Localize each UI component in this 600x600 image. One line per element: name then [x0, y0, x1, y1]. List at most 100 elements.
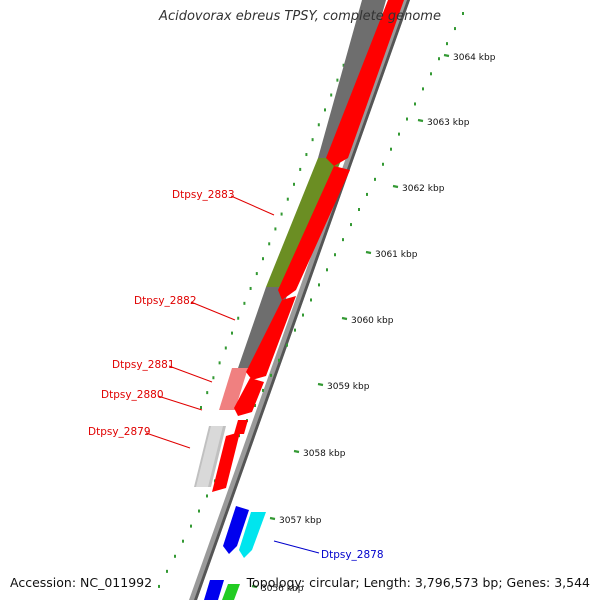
scale-tick-label: 3059 kbp [327, 382, 370, 392]
inner-track-dot [262, 257, 264, 261]
olive-feature[interactable] [266, 158, 342, 287]
scale-tick [443, 53, 450, 58]
scale-tick [417, 118, 424, 123]
accession-text: Accession: NC_011992 [10, 575, 153, 590]
gene-red-top[interactable] [326, 0, 404, 166]
inner-track-dot [206, 391, 209, 395]
inner-track-dot [224, 346, 227, 350]
outer-track-dot [342, 238, 344, 242]
outer-track-dot [326, 268, 328, 272]
outer-track-dot [278, 358, 280, 362]
outer-track-dot [398, 132, 400, 136]
outer-track-dot [374, 177, 376, 181]
gene-red-2879[interactable] [212, 432, 240, 492]
outer-track-dot [422, 87, 424, 91]
inner-track-dot [255, 272, 258, 276]
gene-red-2881[interactable] [234, 378, 264, 416]
outer-track-dot [462, 12, 464, 15]
inner-track-dot [293, 182, 295, 186]
scale-tick-label: 3063 kbp [427, 118, 470, 128]
scale-tick [365, 250, 372, 255]
inner-track-dot [317, 123, 320, 127]
inner-dot-track [200, 34, 357, 409]
gene-label[interactable]: Dtpsy_2878 [321, 549, 384, 561]
outer-track-dot [310, 298, 312, 302]
inner-track-dot [274, 227, 277, 231]
gray-feature-middle[interactable] [238, 287, 290, 368]
light-gray-feature-highlight [196, 426, 223, 487]
inner-track-dot [342, 63, 345, 67]
outer-track-dot [302, 313, 304, 317]
gene-label[interactable]: Dtpsy_2881 [112, 359, 175, 371]
inner-track-dot [231, 331, 233, 335]
outer-track-dot [182, 539, 184, 543]
inner-track-dot [299, 167, 302, 171]
gene-cyan-2878[interactable] [239, 512, 266, 558]
outer-track-dot [414, 102, 416, 106]
outer-track-dot [270, 373, 272, 377]
outer-track-dot [382, 162, 384, 166]
inner-track-dot [286, 197, 289, 201]
outer-track-dot [446, 42, 448, 46]
gene-blue[interactable] [223, 506, 249, 554]
inner-track-dot [330, 93, 333, 97]
backbone [189, 0, 410, 600]
outer-track-dot [334, 253, 336, 257]
scale-tick [392, 184, 399, 189]
gene-red-2882[interactable] [246, 296, 296, 380]
gene-red-2883[interactable] [278, 166, 350, 300]
outer-track-dot [318, 283, 320, 287]
gene-leader-line [230, 195, 275, 216]
inner-track-dot [280, 212, 283, 216]
outer-track-dot [358, 208, 360, 211]
scale-tick-label: 3064 kbp [453, 53, 496, 63]
scale-tick [317, 382, 324, 387]
inner-track-dot [311, 138, 314, 142]
gene-blue-bottom[interactable] [204, 580, 224, 600]
gray-feature-top[interactable] [318, 0, 386, 158]
scale-tick-label: 3058 kbp [303, 449, 346, 459]
outer-dot-track [158, 12, 464, 588]
scale-tick-label: 3062 kbp [402, 184, 445, 194]
gene-label[interactable]: Dtpsy_2880 [101, 389, 164, 401]
outer-track-dot [294, 328, 296, 332]
scale-tick [341, 316, 348, 321]
inner-track-dot [212, 376, 215, 380]
inner-track-dot [249, 286, 252, 290]
gene-green-bottom[interactable] [222, 584, 240, 600]
label-leaders: Dtpsy_2883 Dtpsy_2882 Dtpsy_2881 Dtpsy_2880… [88, 189, 384, 561]
outer-track-dot [166, 569, 168, 573]
gene-leader-line [145, 432, 191, 449]
gene-label[interactable]: Dtpsy_2879 [88, 426, 151, 438]
outer-track-dot [390, 147, 392, 151]
scale-tick [251, 584, 258, 589]
gene-leader-line [273, 540, 320, 554]
inner-track-dot [243, 301, 246, 305]
genome-stats-text: Topology: circular; Length: 3,796,573 bp… [246, 575, 590, 590]
gene-leader-line [157, 395, 203, 411]
gene-label[interactable]: Dtpsy_2883 [172, 189, 235, 201]
inner-track-dot [237, 316, 240, 320]
outer-track-dot [430, 72, 432, 76]
outer-track-dot [366, 192, 368, 196]
scale-tick-label: 3057 kbp [279, 516, 322, 526]
map-title: Acidovorax ebreus TPSY, complete genome [159, 9, 441, 24]
outer-track-dot [174, 554, 176, 558]
outer-track-dot [262, 388, 264, 392]
gene-leader-line [190, 301, 236, 321]
inner-track-dot [200, 406, 202, 409]
scale-tick [269, 516, 276, 521]
pink-feature[interactable] [219, 368, 248, 410]
gene-leader-line [168, 365, 213, 383]
inner-track-dot [305, 153, 308, 157]
backbone-shadow [194, 0, 410, 600]
scale-ticks: 3064 kbp 3063 kbp 3062 kbp 3061 kbp 3060 kbp… [251, 53, 496, 594]
scale-tick-label: 3061 kbp [375, 250, 418, 260]
gene-label[interactable]: Dtpsy_2882 [134, 295, 197, 307]
inner-track-dot [324, 108, 326, 112]
inner-track-dot [336, 78, 339, 82]
gene-red-2880[interactable] [234, 420, 248, 434]
outer-track-dot [454, 27, 456, 31]
